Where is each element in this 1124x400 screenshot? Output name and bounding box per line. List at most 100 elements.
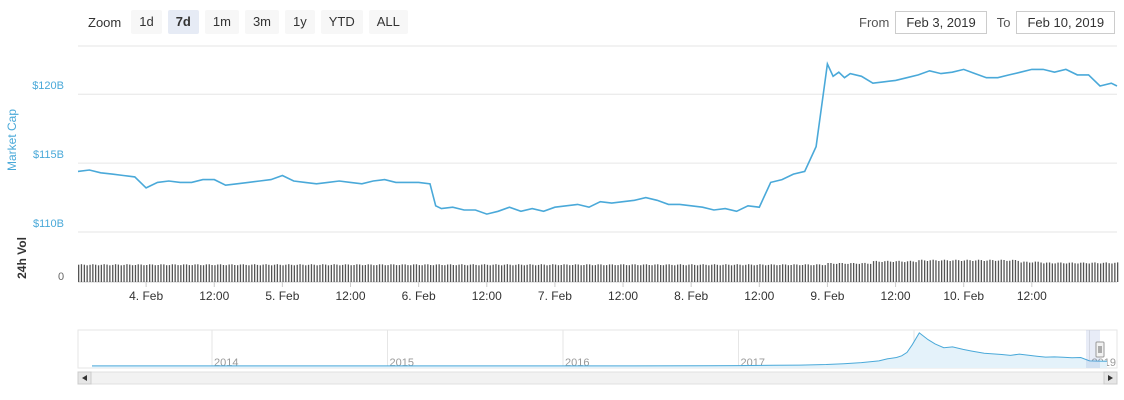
- volume-bar: [469, 264, 472, 282]
- volume-bar: [163, 264, 165, 282]
- volume-bar: [759, 264, 761, 282]
- volume-bar: [367, 264, 369, 282]
- volume-bar: [1102, 262, 1105, 282]
- volume-bar: [685, 265, 687, 282]
- zoom-1y-button[interactable]: 1y: [285, 10, 315, 34]
- volume-bar: [86, 265, 88, 282]
- volume-bar: [566, 264, 568, 282]
- from-date-input[interactable]: Feb 3, 2019: [895, 11, 987, 34]
- to-date-input[interactable]: Feb 10, 2019: [1016, 11, 1116, 34]
- navigator-scrollbar[interactable]: [77, 371, 1118, 385]
- navigator-frame: [77, 329, 1118, 369]
- volume-bar: [830, 263, 832, 282]
- volume-bar: [114, 264, 117, 282]
- volume-bar: [452, 265, 454, 282]
- zoom-ytd-button[interactable]: YTD: [320, 10, 363, 34]
- volume-bar: [441, 265, 443, 282]
- volume-bar: [478, 265, 480, 282]
- volume-bar: [671, 264, 673, 282]
- volume-bar: [322, 264, 324, 282]
- volume-bar: [282, 265, 284, 282]
- volume-bar: [1085, 263, 1088, 282]
- volume-bar: [674, 265, 676, 282]
- zoom-1d-button[interactable]: 1d: [131, 10, 162, 34]
- volume-bar: [887, 260, 889, 282]
- volume-bar: [739, 264, 741, 282]
- zoom-3m-button[interactable]: 3m: [244, 10, 279, 34]
- volume-bar: [841, 263, 843, 282]
- volume-bar: [217, 264, 219, 282]
- date-range: From Feb 3, 2019 To Feb 10, 2019: [859, 11, 1116, 34]
- volume-bar: [969, 260, 971, 282]
- volume-bar: [1100, 263, 1102, 282]
- volume-bar: [259, 265, 261, 282]
- volume-bar: [537, 264, 540, 282]
- volume-bar: [447, 264, 449, 282]
- volume-bar: [688, 264, 690, 282]
- volume-bar: [262, 264, 264, 282]
- volume-bar: [580, 265, 582, 282]
- volume-bar: [801, 265, 804, 282]
- volume-bar: [603, 265, 605, 282]
- volume-bar: [1111, 263, 1113, 282]
- navigator[interactable]: 2014 2015 2016 2017 2018 2019: [77, 329, 1118, 369]
- volume-bar: [492, 264, 494, 282]
- volume-bar: [191, 265, 193, 282]
- volume-bar: [586, 264, 588, 282]
- zoom-7d-button[interactable]: 7d: [167, 10, 199, 34]
- volume-bar: [773, 264, 775, 282]
- volume-bar: [444, 265, 446, 282]
- volume-bar: [767, 264, 770, 282]
- volume-bar: [574, 264, 577, 282]
- volume-bar: [992, 260, 994, 282]
- volume-bar: [265, 264, 267, 282]
- volume-bar: [847, 263, 849, 282]
- zoom-all-button[interactable]: ALL: [368, 10, 408, 34]
- volume-bars: [78, 259, 1119, 283]
- scroll-right-arrow-icon: [1108, 375, 1113, 381]
- volume-bar: [512, 265, 514, 282]
- volume-bar: [600, 264, 602, 282]
- volume-bar: [711, 264, 713, 282]
- volume-bar: [949, 261, 951, 282]
- volume-bar: [977, 259, 980, 282]
- volume-bar: [458, 264, 460, 282]
- scroll-right-button: [1103, 371, 1118, 385]
- volume-bar: [858, 263, 860, 282]
- volume-bar: [299, 264, 301, 282]
- volume-bar: [288, 264, 290, 282]
- volume-bar: [330, 264, 332, 282]
- y-tick-label: $115B: [33, 149, 64, 161]
- navigator-year-label: 2017: [741, 357, 765, 369]
- volume-bar: [106, 264, 108, 282]
- volume-bar: [660, 265, 662, 282]
- volume-bar: [1054, 263, 1056, 282]
- volume-bar: [1060, 262, 1062, 282]
- volume-bar: [421, 265, 423, 282]
- volume-bar: [881, 262, 883, 282]
- volume-bar: [1077, 263, 1079, 282]
- x-tick-label: 4. Feb: [129, 289, 163, 303]
- volume-bar: [151, 264, 154, 282]
- volume-bar: [591, 265, 594, 282]
- volume-bar: [1094, 262, 1096, 282]
- zoom-1m-button[interactable]: 1m: [204, 10, 239, 34]
- volume-bar: [1091, 262, 1093, 282]
- volume-bar: [410, 265, 412, 282]
- volume-bar: [543, 264, 545, 282]
- volume-bar: [1088, 263, 1090, 282]
- volume-bar: [657, 264, 659, 282]
- volume-bar: [952, 260, 954, 282]
- volume-bar: [608, 264, 611, 282]
- volume-bar: [407, 265, 409, 282]
- volume-bar: [438, 264, 440, 282]
- volume-bar: [1057, 262, 1059, 282]
- volume-bar: [1082, 262, 1085, 282]
- volume-bar: [137, 264, 139, 282]
- x-tick-label: 5. Feb: [265, 289, 299, 303]
- volume-bar: [1063, 263, 1065, 282]
- volume-bar: [833, 263, 835, 282]
- volume-bar: [251, 264, 253, 282]
- x-tick-label: 12:00: [1017, 289, 1047, 303]
